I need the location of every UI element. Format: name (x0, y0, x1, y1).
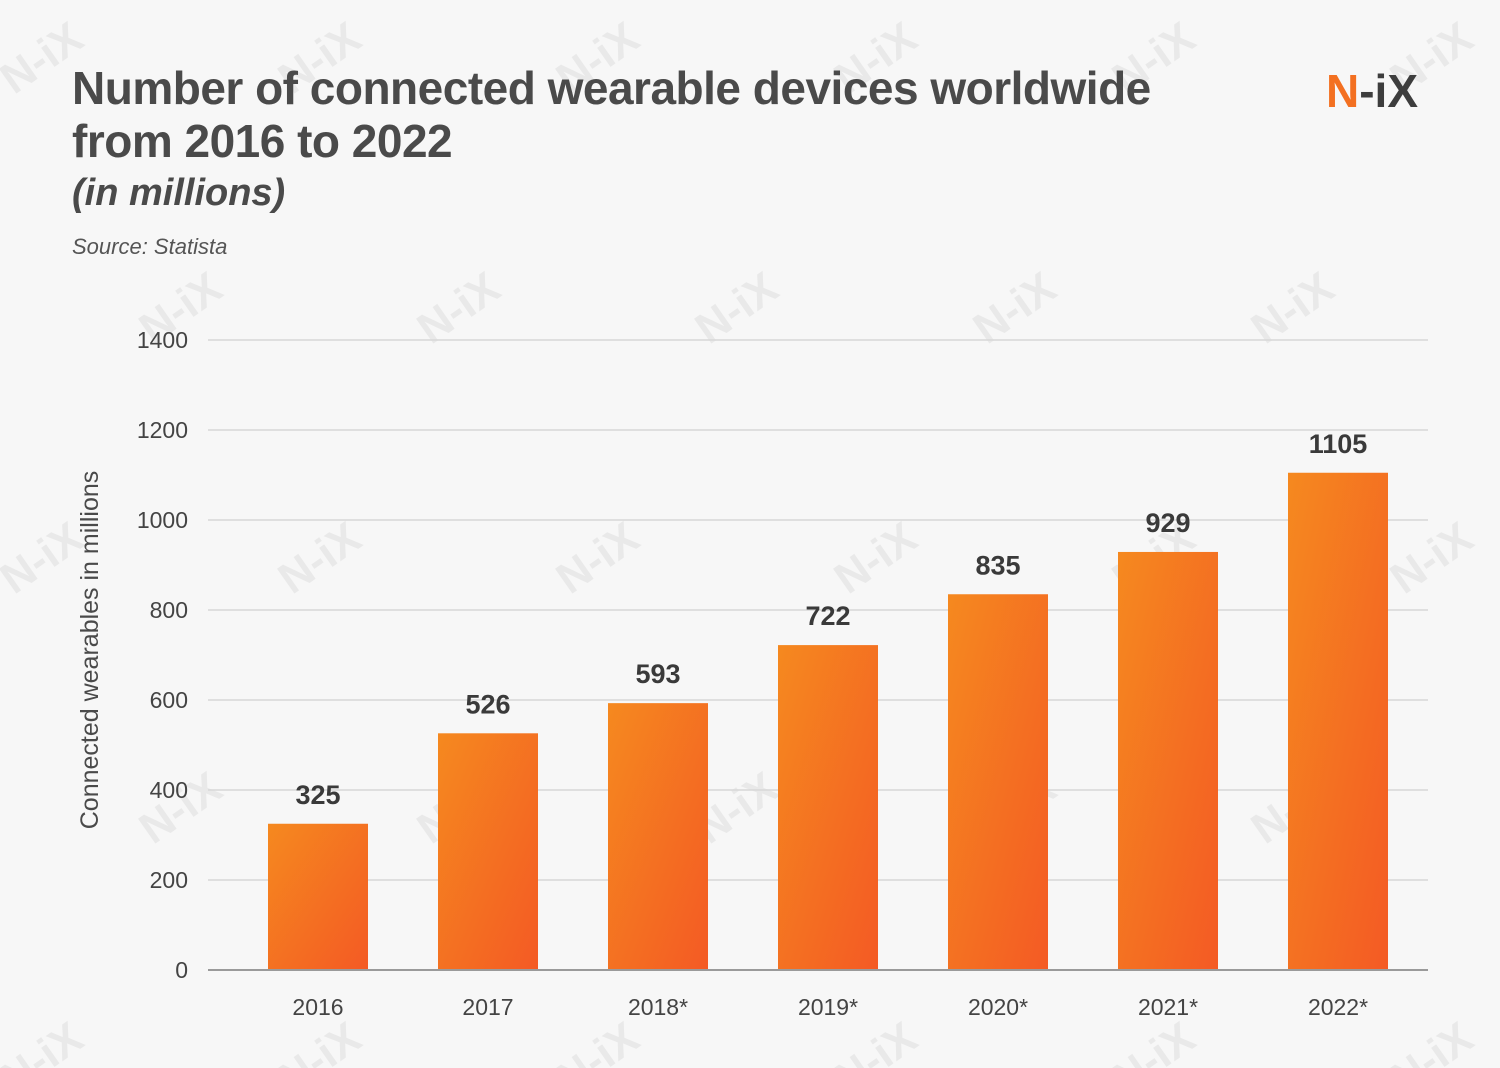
data-label: 325 (295, 780, 340, 810)
bar (608, 703, 708, 970)
chart-title: Number of connected wearable devices wor… (72, 62, 1151, 167)
x-tick-label: 2019* (798, 994, 858, 1020)
y-tick-label: 1200 (137, 417, 188, 443)
bar (948, 594, 1048, 970)
x-axis-ticks: 2016 2017 2018* 2019* 2020* 2021* 2022* (292, 994, 1368, 1020)
data-label: 593 (635, 659, 680, 689)
logo-rest: -iX (1359, 65, 1419, 117)
x-tick-label: 2022* (1308, 994, 1368, 1020)
y-axis-ticks: 0 200 400 600 800 1000 1200 1400 (137, 327, 188, 983)
x-tick-label: 2017 (462, 994, 513, 1020)
y-tick-label: 800 (150, 597, 188, 623)
data-label: 1105 (1309, 429, 1368, 459)
x-tick-label: 2020* (968, 994, 1028, 1020)
x-tick-label: 2018* (628, 994, 688, 1020)
source-note: Source: Statista (72, 234, 228, 259)
bar (438, 733, 538, 970)
bar (1288, 472, 1388, 970)
data-labels: 325 526 593 722 835 929 1105 (295, 429, 1367, 810)
brand-logo: N-iX (1326, 64, 1418, 118)
y-tick-label: 600 (150, 687, 188, 713)
y-tick-label: 1400 (137, 327, 188, 353)
chart-subtitle: (in millions) (72, 172, 286, 214)
bar (1118, 551, 1218, 970)
bars (268, 472, 1388, 970)
y-tick-label: 0 (175, 957, 188, 983)
y-tick-label: 200 (150, 867, 188, 893)
bar (778, 645, 878, 970)
bar (268, 823, 368, 970)
data-label: 526 (465, 689, 510, 719)
data-label: 722 (805, 601, 850, 631)
data-label: 929 (1145, 508, 1190, 538)
y-axis-title: Connected wearables in millions (76, 471, 104, 830)
y-tick-label: 1000 (137, 507, 188, 533)
data-label: 835 (975, 550, 1020, 580)
x-tick-label: 2016 (292, 994, 343, 1020)
logo-letter-n: N (1326, 65, 1360, 117)
x-tick-label: 2021* (1138, 994, 1198, 1020)
y-tick-label: 400 (150, 777, 188, 803)
